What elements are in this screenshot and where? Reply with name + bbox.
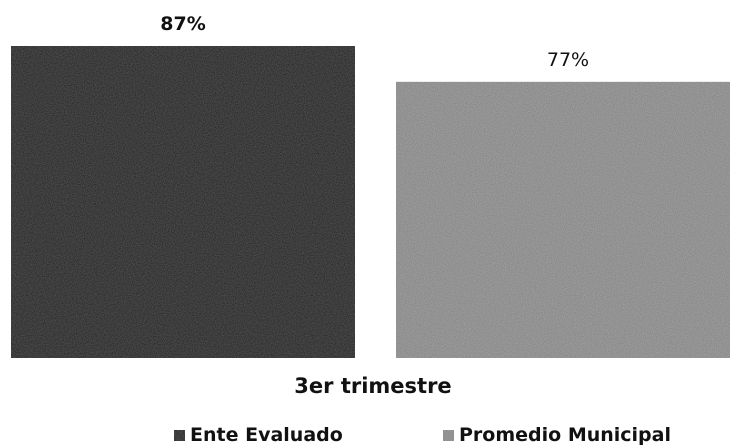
data-label-promedio-municipal: 77% bbox=[547, 49, 589, 71]
legend-swatch-ente-evaluado bbox=[174, 430, 185, 441]
legend-label-promedio-municipal: Promedio Municipal bbox=[459, 424, 671, 446]
legend: Ente Evaluado Promedio Municipal bbox=[174, 424, 671, 446]
data-label-ente-evaluado: 87% bbox=[160, 13, 205, 35]
bar-ente-evaluado bbox=[11, 46, 355, 358]
legend-swatch-promedio-municipal bbox=[443, 430, 454, 441]
legend-label-ente-evaluado: Ente Evaluado bbox=[190, 424, 343, 446]
bar-promedio-municipal bbox=[396, 81, 730, 359]
x-axis-category-label: 3er trimestre bbox=[294, 374, 451, 398]
